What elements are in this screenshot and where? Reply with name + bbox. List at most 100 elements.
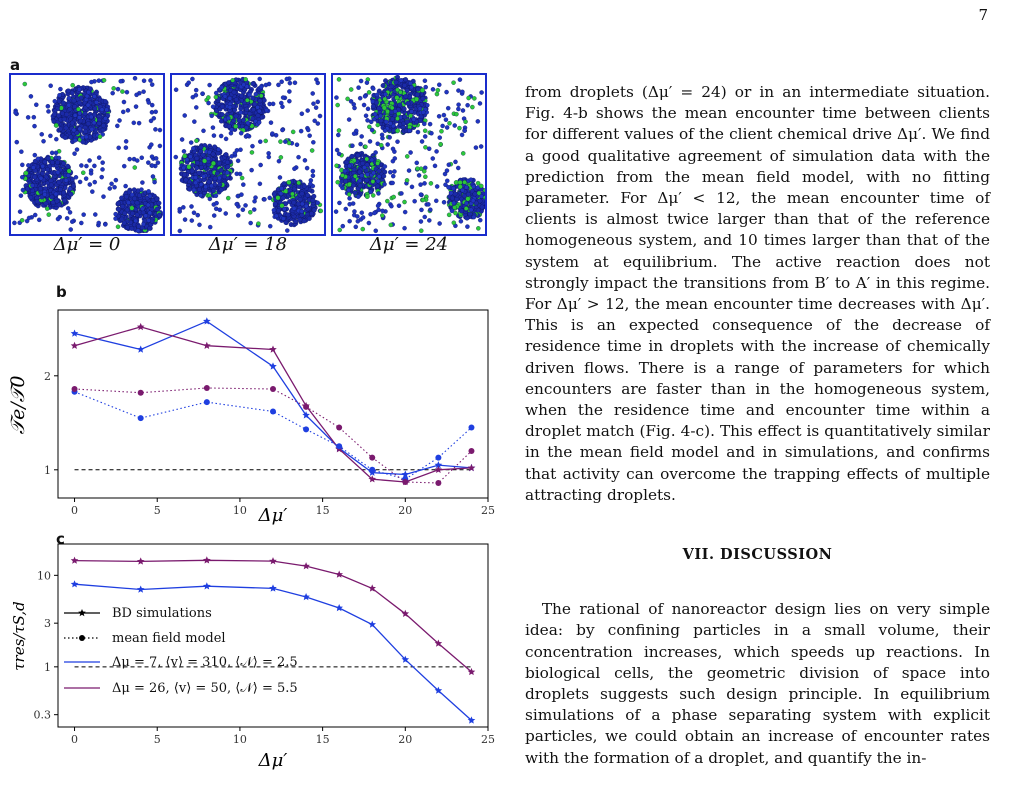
particle [266,154,272,160]
particle [58,187,64,192]
particle [214,170,220,176]
particle [214,200,219,206]
particle [133,218,138,224]
particle [96,120,102,126]
particle [422,134,428,139]
particle [240,207,246,212]
particle [28,195,34,200]
particle [334,95,339,100]
particle [210,125,216,130]
particle [460,187,465,193]
particle [123,139,129,144]
particle [393,109,398,114]
particle [100,167,105,172]
particle [423,145,428,150]
particle [455,165,461,171]
particle [385,142,390,147]
particle [317,113,323,119]
particle [227,105,233,110]
y-tick-label: 10 [37,569,51,582]
particle [189,204,194,209]
particle [381,105,387,111]
particle [278,139,283,144]
particle [473,200,479,206]
particle [452,123,457,128]
particle [311,101,316,106]
particle [364,156,370,162]
y-tick-label: 3 [44,617,51,630]
particle [238,130,244,136]
particle [226,80,232,86]
particle [103,116,108,121]
particle [350,143,355,148]
particle [287,98,292,104]
particle [463,206,469,211]
particle [271,207,277,213]
data-point [302,562,310,570]
particle [133,104,139,109]
particle [351,131,357,136]
particle [405,101,411,106]
data-point [203,582,211,590]
particle [275,208,281,214]
particle [435,87,441,93]
particle [465,103,470,108]
particle [293,219,299,224]
particle-field [173,76,324,234]
particle [218,118,224,124]
particle [287,89,292,94]
particle [367,124,372,130]
particle [62,135,68,140]
particle [101,194,106,199]
particle [253,195,258,200]
particle [278,191,284,196]
particle [89,127,95,132]
particle [245,133,250,138]
particle [245,120,251,126]
particle [282,206,287,212]
particle [257,181,263,187]
particle [115,123,120,129]
particle [368,189,373,195]
particle [67,106,73,112]
data-point [302,593,310,601]
particle [443,182,448,188]
particle [280,104,285,109]
particle [221,174,227,180]
particle [32,212,38,218]
particle [348,99,354,104]
particle [291,200,297,205]
particle [146,100,151,105]
particle [459,132,465,138]
particle [146,218,151,223]
particle [223,136,229,142]
particle [348,87,354,92]
particle [26,163,31,168]
particle [457,180,463,185]
particle [234,201,239,207]
legend-label-1: mean field model [112,631,226,646]
particle [381,173,387,179]
particle [256,120,262,125]
particle [77,87,82,92]
x-tick-label: 0 [71,504,78,517]
particle [86,89,91,95]
particle [287,80,293,86]
particle [77,111,82,116]
particle [358,78,364,84]
particle [229,154,235,159]
particle [68,191,74,197]
particle [271,191,277,197]
particle [440,123,445,129]
particle [353,224,359,230]
particle [422,181,427,186]
particle [30,183,35,188]
particle [337,200,342,206]
particle [243,77,248,82]
particle [45,206,50,211]
particle [238,106,244,111]
particle [198,144,204,150]
simulation-snapshot-24 [331,73,487,236]
particle [68,134,74,140]
particle [149,163,155,168]
